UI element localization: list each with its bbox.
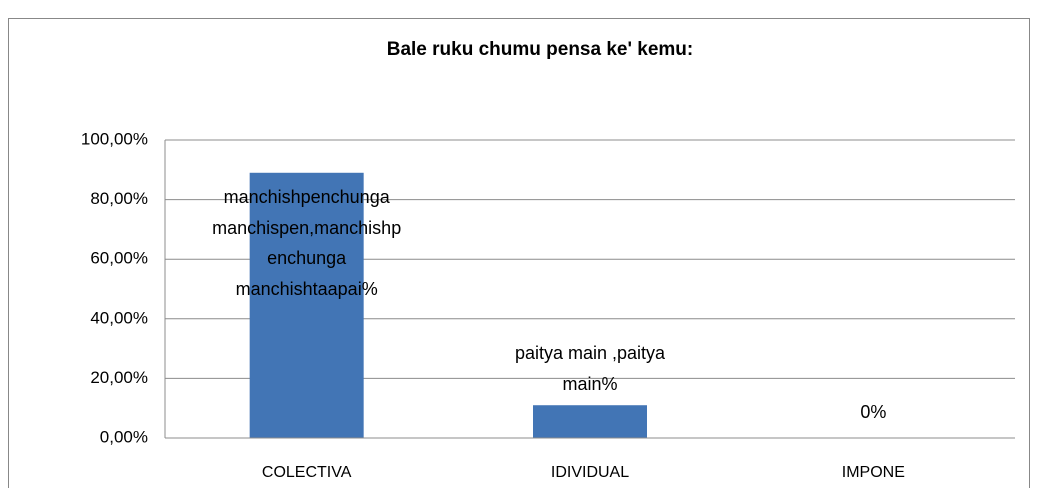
bar [249,172,364,438]
bar [533,405,647,438]
chart-border [8,18,1030,488]
y-tick-label: 0,00% [100,427,148,446]
data-label: manchishpenchunga manchispen,manchishpen… [212,187,402,299]
chart-title: Bale ruku chumu pensa ke' kemu: [387,39,694,60]
y-tick-label: 20,00% [90,368,148,387]
data-label: 0% [860,402,887,422]
x-tick-label: IMPONE [842,464,905,481]
x-tick-label: IDIVIDUAL [551,464,629,481]
y-tick-label: 80,00% [90,189,148,208]
y-tick-label: 100,00% [81,129,148,148]
y-tick-label: 40,00% [90,308,148,327]
data-label: paitya main ,paitya main% [514,343,666,394]
y-tick-label: 60,00% [90,249,148,268]
x-tick-label: COLECTIVA [262,464,352,481]
